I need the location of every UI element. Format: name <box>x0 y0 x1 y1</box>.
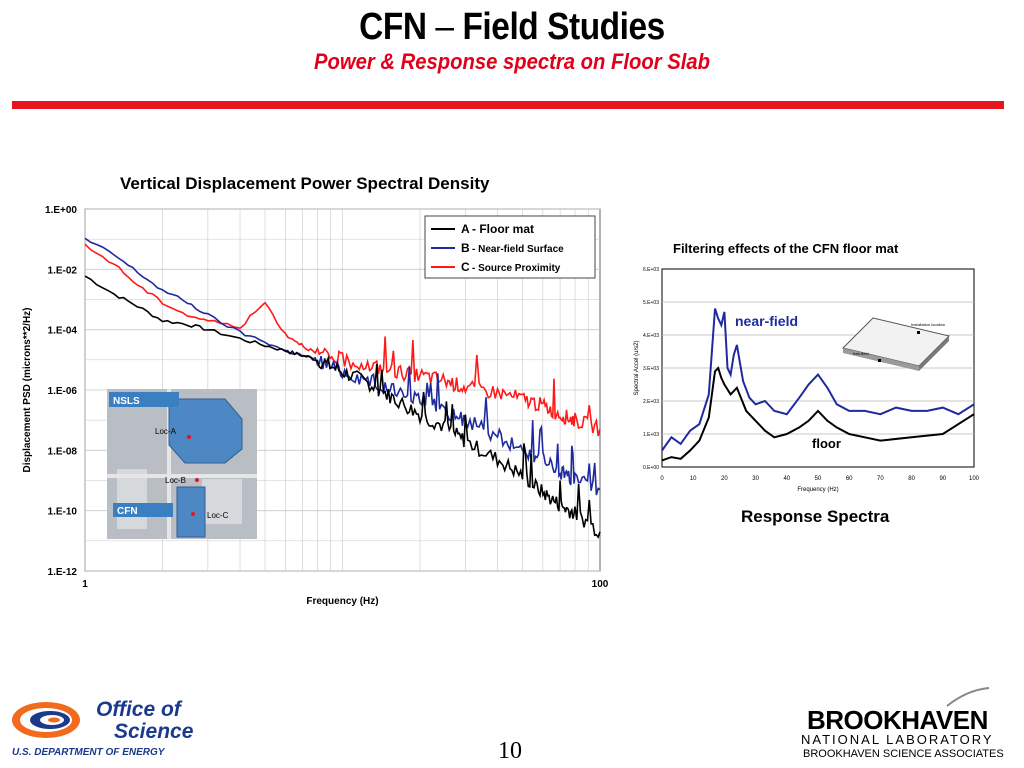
psd-y-tick: 1.E-10 <box>48 507 78 518</box>
map-block <box>202 479 242 524</box>
psd-chart-title: Vertical Displacement Power Spectral Den… <box>120 174 490 193</box>
psd-y-label: Displacement PSD (microns**2/Hz) <box>22 307 33 472</box>
title-part-a: CFN <box>359 6 427 48</box>
bnl-name: BROOKHAVEN <box>807 705 988 735</box>
resp-x-tick: 60 <box>846 476 853 482</box>
psd-x-tick: 1 <box>82 579 88 590</box>
map-location-dot <box>187 435 191 439</box>
resp-series-label: floor <box>812 436 841 451</box>
doe-dept: U.S. DEPARTMENT OF ENERGY <box>12 747 166 758</box>
doe-line1: Office of <box>96 698 183 721</box>
psd-series-a <box>84 275 601 539</box>
psd-x-label: Frequency (Hz) <box>306 596 378 607</box>
slide-header: CFN – Field Studies Power & Response spe… <box>0 6 1024 75</box>
resp-y-tick: 4.E+03 <box>643 333 659 339</box>
map-cfn-building <box>176 486 206 538</box>
resp-y-tick: 1.E+03 <box>643 432 659 438</box>
psd-legend-label: - Floor mat <box>472 222 534 236</box>
psd-legend-key: C <box>461 260 470 274</box>
resp-y-tick: 3.E+03 <box>643 366 659 372</box>
psd-y-tick: 1.E-04 <box>48 326 78 337</box>
doe-line2: Science <box>114 720 194 743</box>
doe-swirl-icon <box>12 702 80 738</box>
psd-legend-label: - Source Proximity <box>472 263 561 274</box>
slide-subtitle: Power & Response spectra on Floor Slab <box>314 49 710 74</box>
psd-y-tick: 1.E-06 <box>48 386 78 397</box>
psd-chart: 1.E+00 1.E-02 1.E-04 1.E-06 1.E-08 1.E-10 1.E-… <box>22 205 609 607</box>
map-label: Loc-B <box>165 476 186 485</box>
bnl-associates: BROOKHAVEN SCIENCE ASSOCIATES <box>803 748 1004 760</box>
resp-x-tick: 90 <box>939 476 946 482</box>
bnl-sub: NATIONAL LABORATORY <box>801 732 994 746</box>
doe-logo: Office of Science U.S. DEPARTMENT OF ENE… <box>12 698 194 758</box>
slab-label: free-field <box>853 351 869 356</box>
map-road <box>107 474 257 478</box>
resp-y-tick: 0.E+00 <box>643 465 659 471</box>
psd-series-b <box>84 237 601 496</box>
resp-x-tick: 50 <box>815 476 822 482</box>
map-label: NSLS <box>113 396 140 407</box>
map-road <box>167 389 171 539</box>
psd-y-tick: 1.E-08 <box>48 446 78 457</box>
response-chart-caption: Response Spectra <box>741 507 890 526</box>
psd-legend-key: B <box>461 241 470 255</box>
psd-y-tick: 1.E+00 <box>45 205 77 216</box>
map-cfn-tag <box>113 503 173 517</box>
header-divider <box>12 101 1004 109</box>
resp-series-near-field <box>661 308 975 452</box>
resp-x-tick: 30 <box>752 476 759 482</box>
resp-x-tick: 100 <box>969 476 980 482</box>
resp-title: Filtering effects of the CFN floor mat <box>673 241 899 256</box>
resp-y-tick: 2.E+03 <box>643 399 659 405</box>
title-part-b: Field Studies <box>462 6 665 48</box>
title-dash: – <box>435 6 454 48</box>
resp-y-tick: 5.E+03 <box>643 300 659 306</box>
psd-chart-panel: 1.E+00 1.E-02 1.E-04 1.E-06 1.E-08 1.E-10 1.E-… <box>10 196 628 610</box>
psd-legend-key: A <box>461 222 470 236</box>
slab-edge <box>919 336 949 371</box>
bnl-swoosh-icon <box>946 687 990 707</box>
psd-y-tick: 1.E-02 <box>48 265 78 276</box>
map-location-dot <box>191 512 195 516</box>
resp-y-label: Spectral Accel (u/s2) <box>634 340 640 395</box>
psd-y-tick: 1.E-12 <box>48 567 78 578</box>
psd-x-tick: 100 <box>592 579 609 590</box>
resp-x-tick: 40 <box>783 476 790 482</box>
slab-label: Installation location <box>911 322 945 327</box>
response-chart: Filtering effects of the CFN floor mat 0.… <box>634 241 980 493</box>
resp-y-tick: 6.E+03 <box>643 267 659 273</box>
resp-x-tick: 0 <box>660 476 664 482</box>
map-nsls-building <box>168 398 243 464</box>
psd-legend-label: - Near-field Surface <box>472 244 564 255</box>
map-block <box>117 469 147 529</box>
psd-series-c <box>84 243 601 437</box>
map-label: CFN <box>117 506 138 517</box>
bnl-logo: BROOKHAVEN NATIONAL LABORATORY <box>801 687 994 746</box>
slab-marker <box>878 359 881 362</box>
slab-marker <box>917 331 920 334</box>
map-location-dot <box>195 478 199 482</box>
page-number: 10 <box>498 738 522 764</box>
psd-inset-map: NSLS Loc-A Loc-B CFN Loc-C <box>107 389 257 539</box>
slide-title: CFN – Field Studies <box>61 6 962 49</box>
resp-series-label: near-field <box>735 313 798 329</box>
resp-x-tick: 10 <box>690 476 697 482</box>
resp-x-tick: 70 <box>877 476 884 482</box>
resp-x-tick: 80 <box>908 476 915 482</box>
map-label: Loc-C <box>207 511 229 520</box>
resp-x-tick: 20 <box>721 476 728 482</box>
resp-inset-slab: Installation location free-field <box>842 317 950 371</box>
map-nsls-tag <box>109 392 179 407</box>
map-label: Loc-A <box>155 427 177 436</box>
response-chart-panel: Filtering effects of the CFN floor mat 0.… <box>629 240 986 498</box>
resp-x-label: Frequency (Hz) <box>797 487 838 493</box>
resp-series-floor <box>661 366 975 462</box>
